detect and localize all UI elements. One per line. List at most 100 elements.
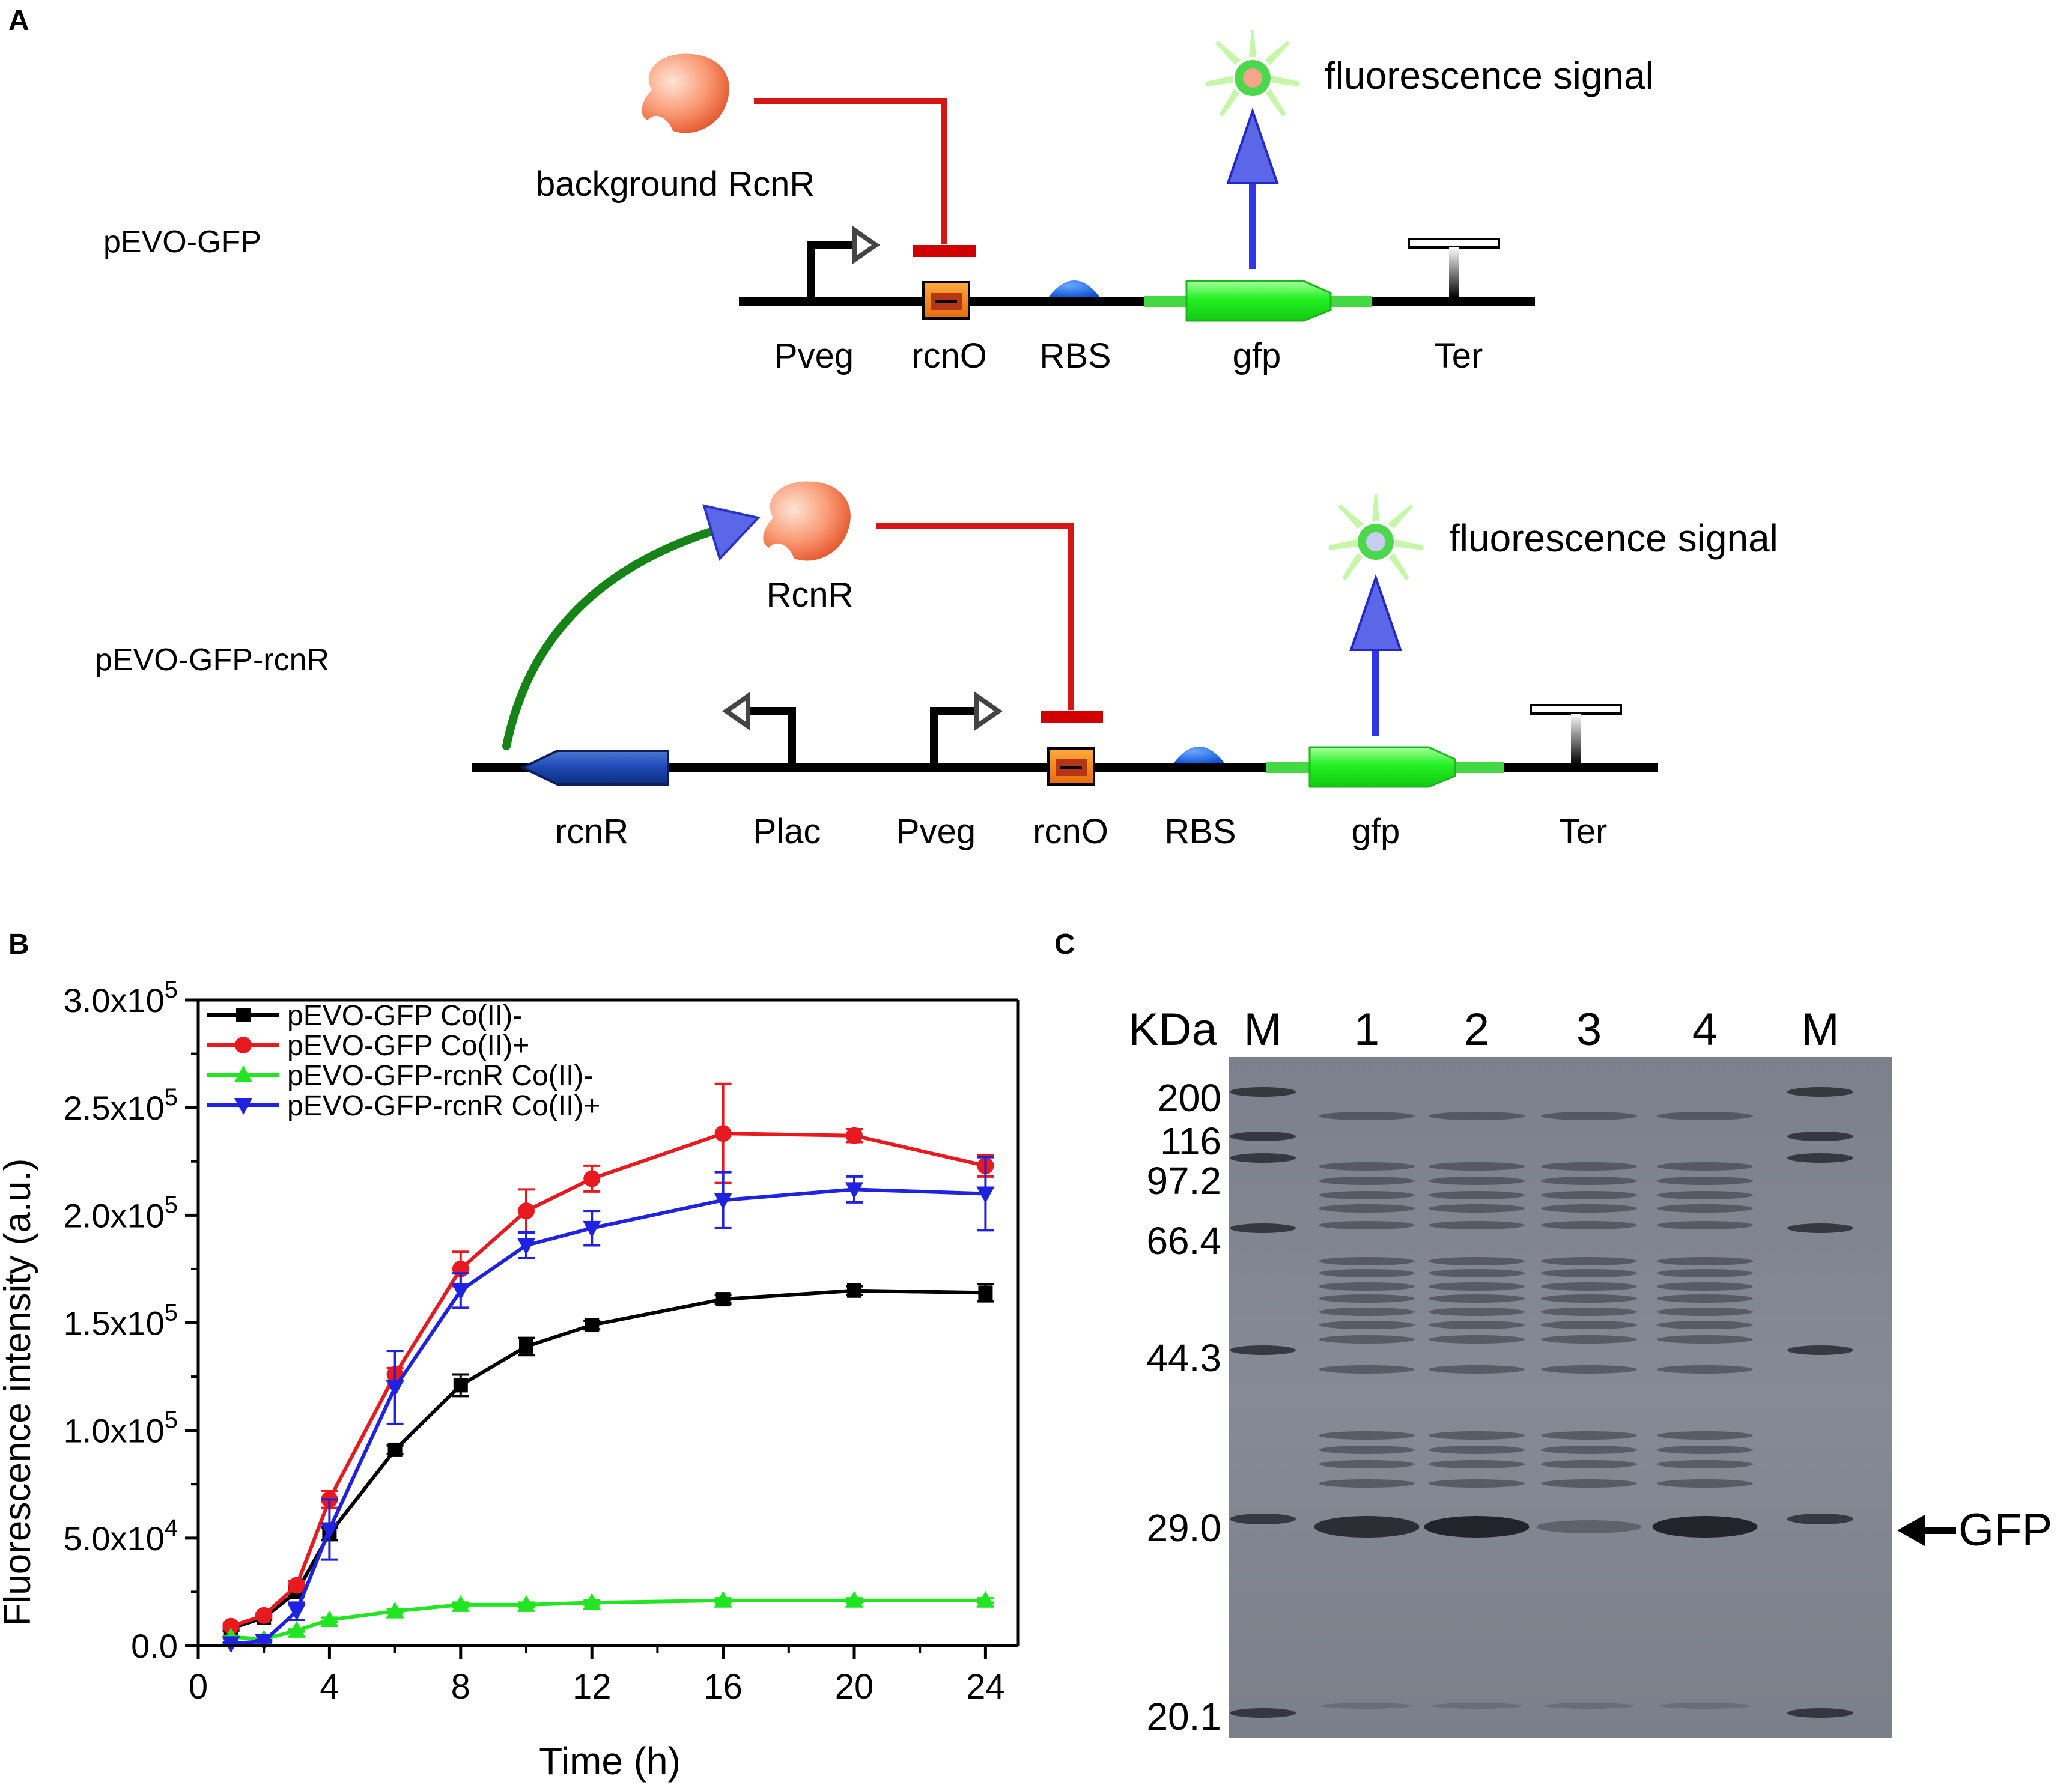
- protein-band: [1429, 1335, 1525, 1344]
- data-point: [234, 1065, 252, 1082]
- data-point: [255, 1634, 273, 1651]
- data-point: [236, 1008, 251, 1022]
- protein-band: [1429, 1321, 1525, 1329]
- protein-band: [1429, 1365, 1525, 1374]
- fluorescence-icon: [1206, 30, 1299, 117]
- lane-label: M: [1801, 1004, 1839, 1055]
- protein-band: [1429, 1479, 1525, 1488]
- data-point: [386, 1380, 404, 1397]
- protein-band: [1429, 1446, 1525, 1454]
- gfp-gene-icon: [1144, 280, 1372, 322]
- data-point: [846, 1127, 863, 1144]
- lane-label: M: [1244, 1004, 1281, 1055]
- protein-band: [1429, 1162, 1525, 1171]
- marker-label: 200: [1157, 1076, 1221, 1120]
- marker-band: [1787, 1514, 1853, 1524]
- protein-band: [1319, 1335, 1415, 1344]
- data-point: [387, 1442, 403, 1457]
- protein-band: [1319, 1282, 1415, 1291]
- protein-band: [1657, 1221, 1753, 1229]
- protein-band: [1544, 1703, 1634, 1709]
- protein-band: [1541, 1112, 1637, 1120]
- protein-band: [1429, 1221, 1525, 1229]
- part-label-rbs: RBS: [1039, 336, 1111, 375]
- chart-legend: pEVO-GFP Co(II)-pEVO-GFP Co(II)+pEVO-GFP…: [207, 1000, 600, 1122]
- background-rcnr-protein-icon: [642, 53, 729, 133]
- repression-bar: [913, 245, 976, 257]
- part-label-pveg: Pveg: [896, 812, 976, 851]
- chart-axes: 0 4 8 12 16 20 24 0.0 5.0x104 1.0x105 1.5x105 2.0x1…: [64, 977, 1020, 1706]
- data-point: [847, 1283, 861, 1298]
- marker-label: 29.0: [1146, 1506, 1221, 1550]
- data-point: [451, 1595, 470, 1612]
- legend-entry: pEVO-GFP-rcnR Co(II)+: [207, 1090, 600, 1122]
- series-line: [231, 1598, 986, 1641]
- y-tick-label: 3.0x105: [64, 977, 178, 1019]
- data-point: [976, 1590, 995, 1608]
- data-point: [517, 1238, 535, 1255]
- rbs-icon: [1049, 280, 1099, 297]
- marker-band: [1230, 1514, 1296, 1524]
- protein-band: [1319, 1294, 1415, 1303]
- protein-band: [1541, 1294, 1637, 1303]
- lane-label: 4: [1692, 1004, 1718, 1055]
- protein-band: [1541, 1335, 1637, 1344]
- operator-rcno-icon: [1047, 747, 1095, 786]
- protein-band: [1541, 1321, 1637, 1329]
- data-point: [320, 1522, 339, 1539]
- protein-band: [1319, 1431, 1415, 1440]
- data-point: [234, 1098, 252, 1115]
- data-point: [715, 1292, 731, 1307]
- protein-band: [1657, 1321, 1753, 1329]
- part-label-rbs: RBS: [1164, 812, 1236, 851]
- data-point: [845, 1182, 863, 1199]
- sds-page-gel: KDa M 1 2 3 4 M 200 116 97.2 66.4 44.3 2…: [1128, 1004, 2052, 1738]
- marker-band: [1230, 1708, 1296, 1718]
- data-point: [453, 1378, 468, 1393]
- protein-band: [1429, 1269, 1525, 1277]
- y-tick-label: 0.0: [131, 1627, 178, 1665]
- gfp-band: [1652, 1516, 1758, 1538]
- protein-band: [1660, 1703, 1750, 1709]
- series-line: [230, 1288, 986, 1631]
- repressor-label: RcnR: [766, 575, 853, 614]
- protein-band: [1429, 1308, 1525, 1316]
- gel-bands: [1230, 1087, 1853, 1718]
- marker-band: [1230, 1153, 1296, 1163]
- construct-pevo-gfp-rcnr: pEVO-GFP-rcnR RcnR: [95, 481, 1778, 851]
- x-axis-title: Time (h): [539, 1739, 681, 1783]
- repression-line: [754, 98, 947, 244]
- lane-label: 1: [1354, 1004, 1379, 1055]
- protein-band: [1541, 1269, 1637, 1277]
- part-label-rcno: rcnO: [1033, 812, 1108, 851]
- protein-band: [1319, 1446, 1415, 1454]
- part-label-rcnr: rcnR: [555, 812, 628, 851]
- protein-band: [1319, 1308, 1415, 1316]
- legend-label: pEVO-GFP-rcnR Co(II)+: [287, 1090, 600, 1122]
- construct-label: pEVO-GFP: [103, 225, 261, 259]
- construct-label: pEVO-GFP-rcnR: [95, 643, 329, 677]
- fluorescence-label: fluorescence signal: [1449, 517, 1778, 560]
- protein-band: [1429, 1282, 1525, 1291]
- marker-band: [1230, 1087, 1296, 1097]
- protein-band: [1541, 1431, 1637, 1440]
- fluorescence-icon: [1329, 494, 1423, 580]
- part-label-ter: Ter: [1435, 336, 1483, 375]
- part-label-plac: Plac: [753, 812, 821, 851]
- gfp-band: [1314, 1516, 1420, 1538]
- protein-band: [1319, 1365, 1415, 1374]
- marker-band: [1787, 1132, 1853, 1141]
- marker-band: [1787, 1153, 1853, 1163]
- data-point: [976, 1186, 995, 1204]
- protein-band: [1429, 1112, 1525, 1120]
- legend-entry: pEVO-GFP Co(II)-: [207, 1000, 522, 1032]
- protein-band: [1429, 1431, 1525, 1440]
- data-point: [519, 1339, 533, 1354]
- protein-band: [1319, 1204, 1415, 1213]
- lane-label: 3: [1576, 1004, 1602, 1055]
- protein-band: [1657, 1431, 1753, 1440]
- protein-band: [1657, 1335, 1753, 1344]
- promoter-pveg-icon: [930, 691, 1003, 763]
- data-point: [978, 1285, 993, 1300]
